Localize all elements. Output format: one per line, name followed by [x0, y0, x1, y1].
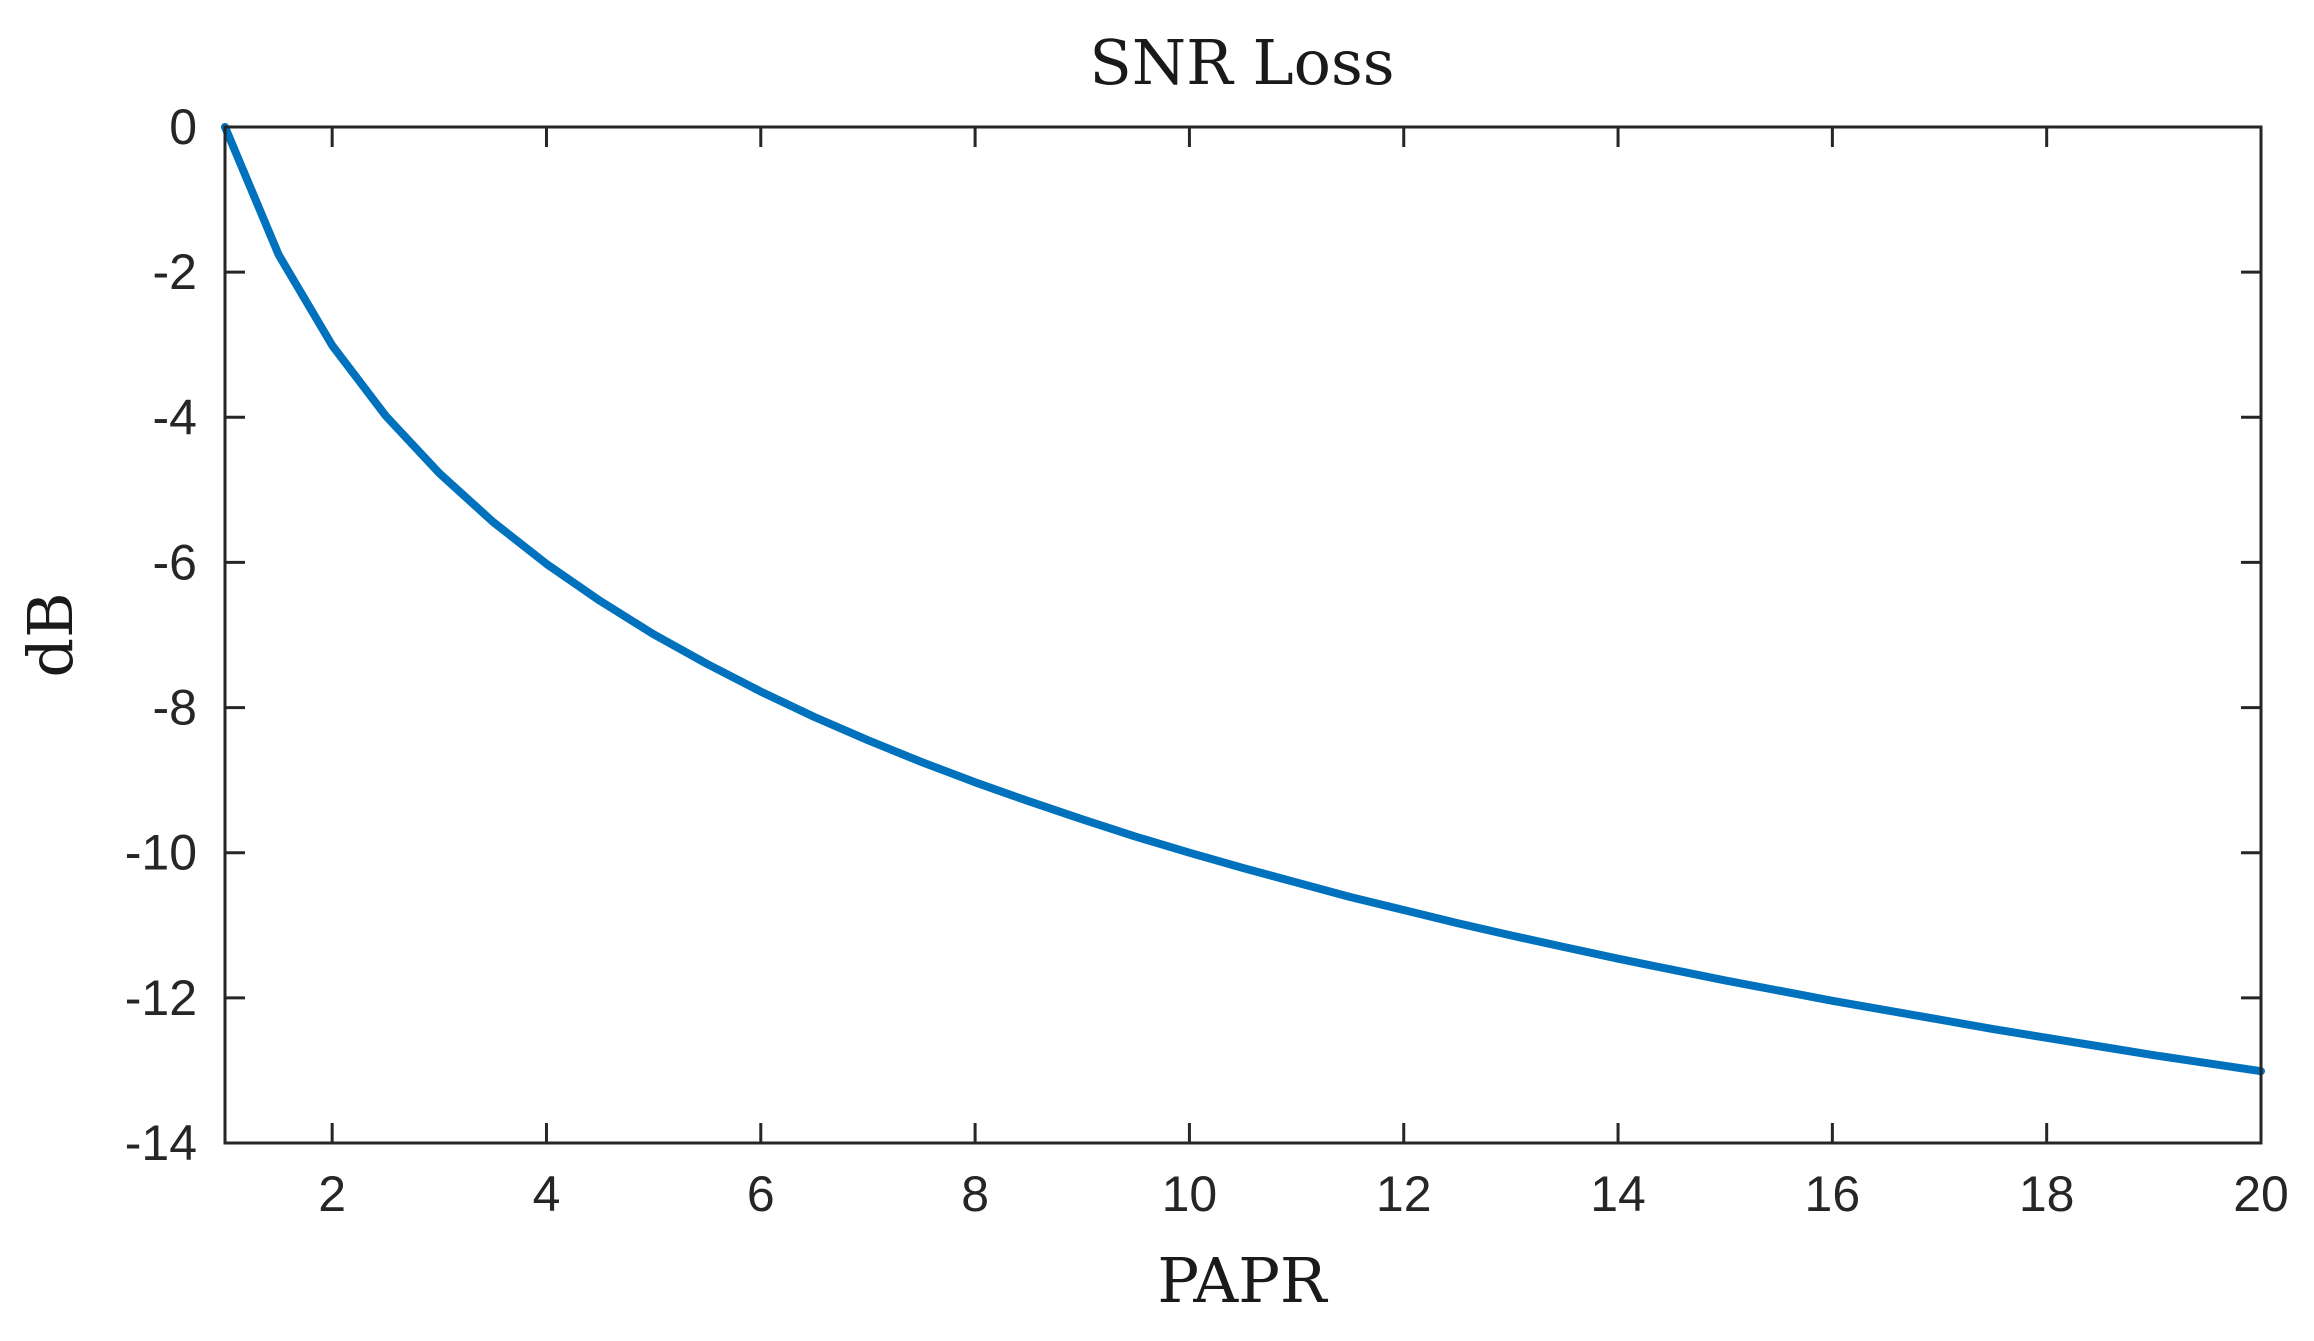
x-tick-label: 2 — [318, 1166, 346, 1222]
x-tick-labels: 2 4 6 8 10 12 14 16 18 20 — [318, 1166, 2289, 1222]
chart-title: SNR Loss — [1089, 26, 1394, 99]
y-tick-label: -8 — [153, 680, 197, 736]
x-axis-label: PAPR — [1157, 1244, 1329, 1317]
x-tick-label: 14 — [1590, 1166, 1646, 1222]
x-tick-label: 20 — [2233, 1166, 2289, 1222]
x-tick-label: 10 — [1162, 1166, 1218, 1222]
x-tick-label: 4 — [533, 1166, 561, 1222]
y-tick-label: -4 — [153, 389, 197, 445]
x-tick-label: 6 — [747, 1166, 775, 1222]
y-tick-label: -6 — [153, 534, 197, 590]
y-tick-label: -14 — [125, 1115, 197, 1171]
y-tick-label: -2 — [153, 244, 197, 300]
series-line-0 — [221, 123, 2265, 1076]
x-tick-label: 16 — [1805, 1166, 1861, 1222]
ticks-layer — [225, 125, 2263, 1145]
y-axis-label: dB — [14, 592, 87, 677]
y-tick-label: 0 — [169, 99, 197, 155]
x-tick-label: 8 — [961, 1166, 989, 1222]
y-tick-label: -10 — [125, 825, 197, 881]
x-tick-label: 18 — [2019, 1166, 2075, 1222]
plot-frame — [223, 125, 2263, 1145]
y-tick-label: -12 — [125, 970, 197, 1026]
series-layer — [221, 123, 2265, 1076]
y-tick-labels: 0 -2 -4 -6 -8 -10 -12 -14 — [125, 99, 197, 1171]
x-tick-label: 12 — [1376, 1166, 1432, 1222]
